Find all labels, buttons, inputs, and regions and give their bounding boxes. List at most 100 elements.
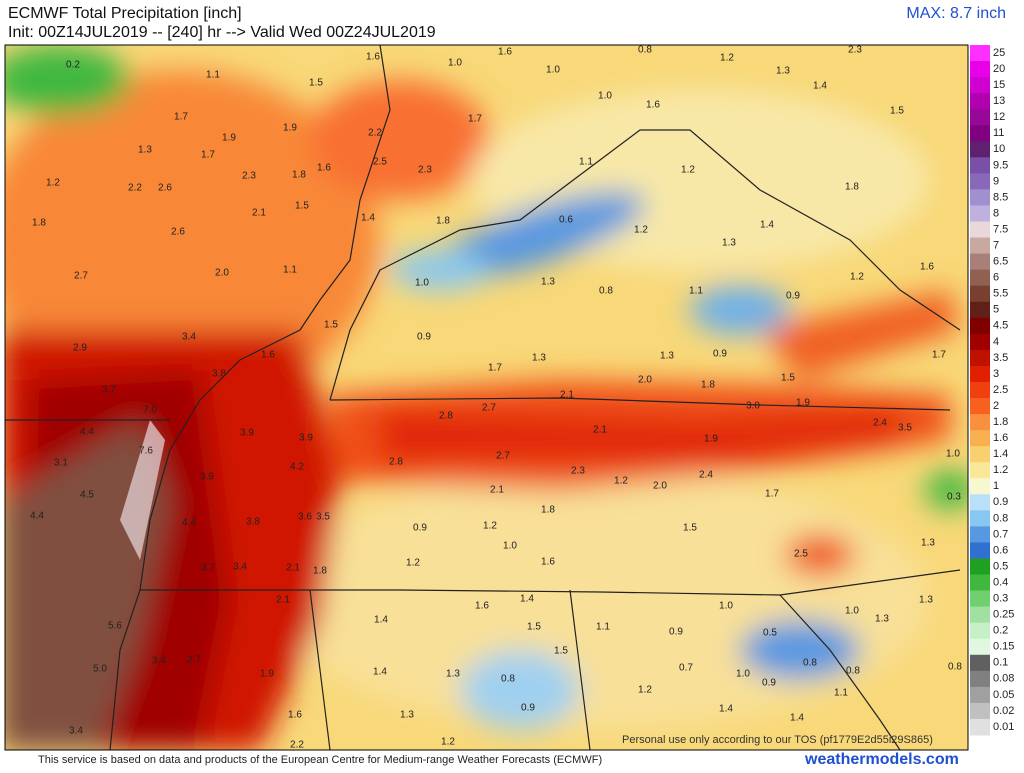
map-value-label: 5.6 — [108, 621, 122, 632]
map-value-label: 4.5 — [80, 490, 94, 501]
colorbar-swatch — [970, 446, 990, 463]
colorbar-swatch — [970, 237, 990, 255]
map-value-label: 3.5 — [316, 512, 330, 523]
colorbar-swatch — [970, 333, 990, 351]
map-value-label: 1.0 — [598, 91, 612, 102]
map-value-label: 1.1 — [596, 622, 610, 633]
map-value-label: 1.4 — [760, 220, 774, 231]
title: ECMWF Total Precipitation [inch] — [8, 5, 242, 22]
map-value-label: 1.0 — [946, 449, 960, 460]
colorbar-label: 0.4 — [993, 576, 1008, 588]
map-value-label: 0.3 — [947, 492, 961, 503]
colorbar-label: 11 — [993, 127, 1004, 139]
map-value-label: 3.4 — [233, 562, 247, 573]
colorbar-swatch — [970, 638, 990, 656]
map-value-label: 4.4 — [80, 427, 94, 438]
colorbar-swatch — [970, 462, 990, 479]
map-value-label: 1.2 — [406, 558, 420, 569]
map-value-label: 0.9 — [669, 627, 683, 638]
colorbar-label: 0.02 — [993, 705, 1014, 717]
map-value-label: 1.6 — [475, 601, 489, 612]
colorbar-swatch — [970, 125, 990, 142]
colorbar-label: 3.5 — [993, 352, 1008, 364]
map-value-label: 2.7 — [496, 451, 510, 462]
map-value-label: 2.1 — [286, 563, 300, 574]
map-value-label: 1.8 — [701, 380, 715, 391]
colorbar-swatch — [970, 61, 990, 78]
map-value-label: 1.9 — [222, 133, 236, 144]
site[interactable]: weathermodels.com — [804, 751, 959, 768]
colorbar-label: 2 — [993, 400, 999, 412]
map-value-label: 1.6 — [317, 163, 331, 174]
colorbar-swatch — [970, 269, 990, 287]
map-value-label: 1.3 — [921, 538, 935, 549]
map-value-label: 2.2 — [128, 183, 142, 194]
map-value-label: 1.1 — [579, 157, 593, 168]
map-value-label: 1.2 — [681, 165, 695, 176]
colorbar-label: 8 — [993, 207, 999, 219]
colorbar-label: 4.5 — [993, 320, 1008, 332]
colorbar-swatch — [970, 381, 990, 399]
map-value-label: 0.9 — [762, 678, 776, 689]
map-value-label: 1.3 — [660, 351, 674, 362]
map-value-label: 2.9 — [73, 343, 87, 354]
map-value-label: 1.3 — [919, 595, 933, 606]
colorbar-label: 8.5 — [993, 191, 1008, 203]
map-value-label: 1.5 — [554, 646, 568, 657]
colorbar-swatch — [970, 654, 990, 672]
map-value-label: 2.7 — [187, 655, 201, 666]
colorbar-label: 9 — [993, 175, 999, 187]
map-value-label: 1.7 — [932, 350, 946, 361]
map-value-label: 1.2 — [614, 476, 628, 487]
map-value-label: 1.2 — [720, 53, 734, 64]
map-value-label: 1.3 — [400, 710, 414, 721]
map-value-label: 1.8 — [32, 218, 46, 229]
colorbar-swatch — [970, 686, 990, 704]
map-value-label: 3.9 — [299, 433, 313, 444]
map-value-label: 1.7 — [174, 112, 188, 123]
map-value-label: 2.3 — [418, 165, 432, 176]
map-value-label: 2.4 — [873, 418, 887, 429]
map-value-label: 1.3 — [446, 669, 460, 680]
map-value-label: 3.7 — [102, 385, 116, 396]
colorbar-label: 7 — [993, 239, 999, 251]
map-value-label: 1.8 — [845, 182, 859, 193]
map-value-label: 0.9 — [713, 349, 727, 360]
colorbar-swatch — [970, 285, 990, 303]
map-value-label: 1.4 — [373, 667, 387, 678]
borders — [5, 45, 961, 750]
colorbar-swatch — [970, 510, 990, 527]
map-value-label: 2.1 — [560, 390, 574, 401]
map-value-label: 1.1 — [283, 265, 297, 276]
colorbar-swatch — [970, 157, 990, 174]
map-value-label: 2.5 — [373, 157, 387, 168]
map-value-label: 1.9 — [283, 123, 297, 134]
colorbar-swatch — [970, 702, 990, 720]
map-value-label: 1.0 — [736, 669, 750, 680]
map-value-label: 4.4 — [30, 511, 44, 522]
map-value-label: 1.7 — [468, 114, 482, 125]
colorbar-swatch — [970, 574, 990, 592]
map-value-label: 2.3 — [242, 171, 256, 182]
ridge — [120, 420, 165, 560]
map-value-label: 1.4 — [374, 615, 388, 626]
colorbar-label: 9.5 — [993, 159, 1008, 171]
map-value-label: 1.3 — [722, 238, 736, 249]
colorbar-swatch — [970, 478, 990, 495]
colorbar-label: 2.5 — [993, 384, 1008, 396]
map-value-label: 1.0 — [503, 541, 517, 552]
map-value-label: 1.6 — [261, 350, 275, 361]
colorbar-label: 1.6 — [993, 432, 1008, 444]
map-value-label: 1.6 — [498, 47, 512, 58]
colorbar-swatch — [970, 141, 990, 158]
map-value-label: 1.3 — [875, 614, 889, 625]
map-value-label: 2.4 — [699, 470, 713, 481]
map-value-label: 1.0 — [448, 58, 462, 69]
colorbar-label: 0.05 — [993, 689, 1014, 701]
map-value-label: 1.0 — [415, 278, 429, 289]
map-value-label: 1.4 — [719, 704, 733, 715]
map-value-label: 2.0 — [215, 268, 229, 279]
map-value-label: 1.1 — [834, 688, 848, 699]
colorbar-label: 0.2 — [993, 625, 1008, 637]
map-value-label: 1.5 — [324, 320, 338, 331]
